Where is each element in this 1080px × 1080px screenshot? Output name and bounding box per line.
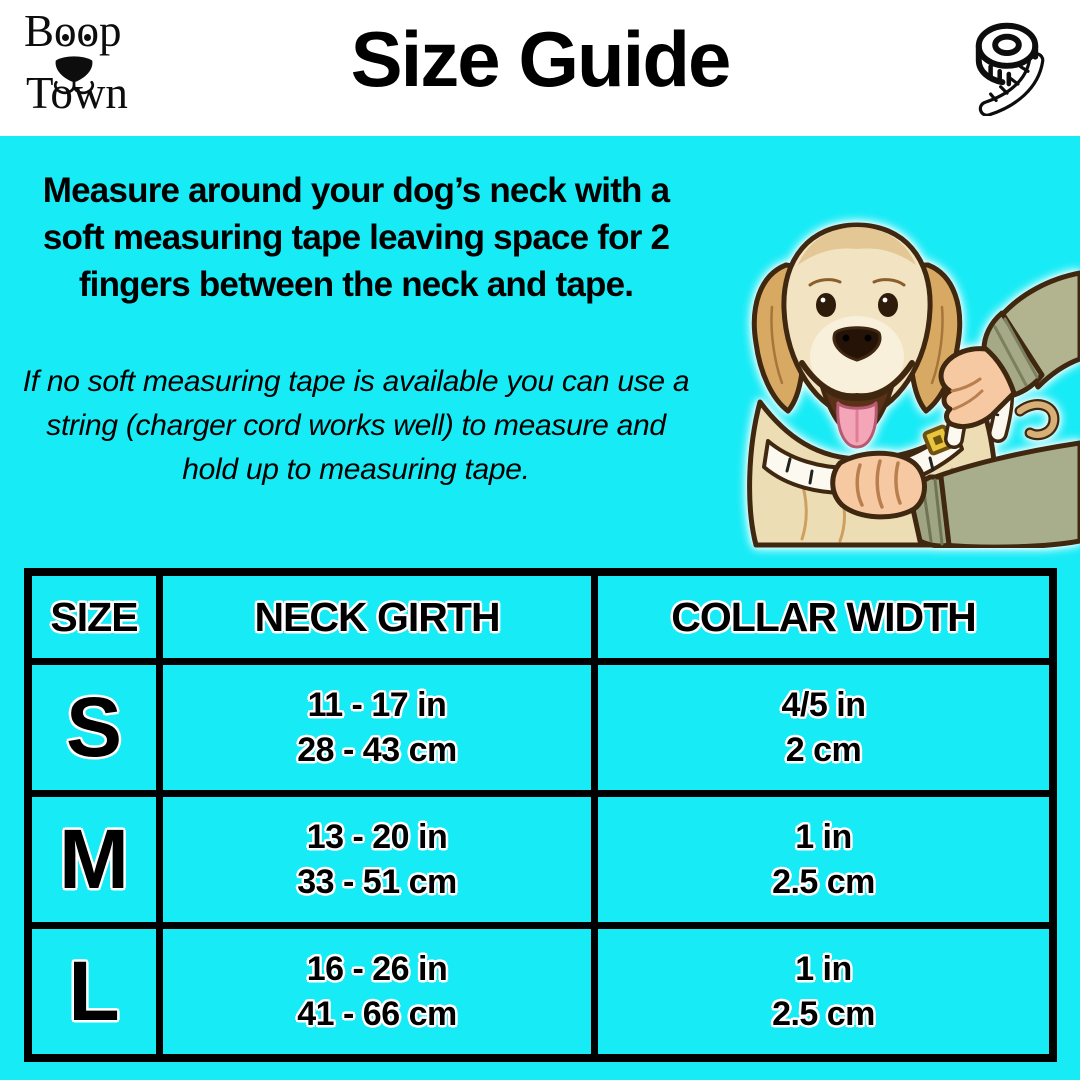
table-row-m-size: M (32, 797, 156, 922)
dog-nose-icon (53, 56, 95, 95)
column-header-neck-girth: NECK GIRTH (163, 576, 591, 658)
logo-text-line1: Boop (24, 6, 122, 56)
instruction-line: fingers between the neck and tape. (78, 264, 634, 304)
size-table: SIZE NECK GIRTH COLLAR WIDTH S 11 - 17 i… (24, 568, 1057, 1062)
logo-eye-dot-right (84, 34, 91, 41)
instruction-line: Measure around your dog’s neck with a (42, 171, 670, 210)
page-title: Size Guide (350, 15, 732, 103)
table-row-s-size: S (32, 665, 156, 790)
table-row-s-neck-girth: 11 - 17 in 28 - 43 cm (163, 665, 591, 790)
tip-line: If no soft measuring tape is available y… (22, 365, 690, 398)
measuring-instructions: Measure around your dog’s neck with a so… (18, 168, 694, 309)
table-row-m-neck-girth: 13 - 20 in 33 - 51 cm (163, 797, 591, 922)
instruction-line: soft measuring tape leaving space for 2 (42, 217, 670, 257)
measuring-tape-icon (975, 22, 1045, 116)
header-bar: Boop Town Size Guide (0, 0, 1080, 136)
tip-line: hold up to measuring tape. (182, 453, 530, 487)
table-row-l-neck-girth: 16 - 26 in 41 - 66 cm (163, 929, 591, 1054)
column-header-size: SIZE (32, 576, 156, 658)
tip-line: string (charger cord works well) to meas… (46, 409, 666, 443)
alternative-tip: If no soft measuring tape is available y… (18, 360, 694, 492)
logo-eye-dot-left (62, 34, 69, 41)
table-row-m-collar-width: 1 in 2.5 cm (598, 797, 1049, 922)
column-header-collar-width: COLLAR WIDTH (598, 576, 1049, 658)
dog-neck-measurement-illustration (747, 222, 1080, 548)
table-row-l-size: L (32, 929, 156, 1054)
brand-logo: Boop Town (24, 6, 154, 130)
table-row-l-collar-width: 1 in 2.5 cm (598, 929, 1049, 1054)
table-row-s-collar-width: 4/5 in 2 cm (598, 665, 1049, 790)
